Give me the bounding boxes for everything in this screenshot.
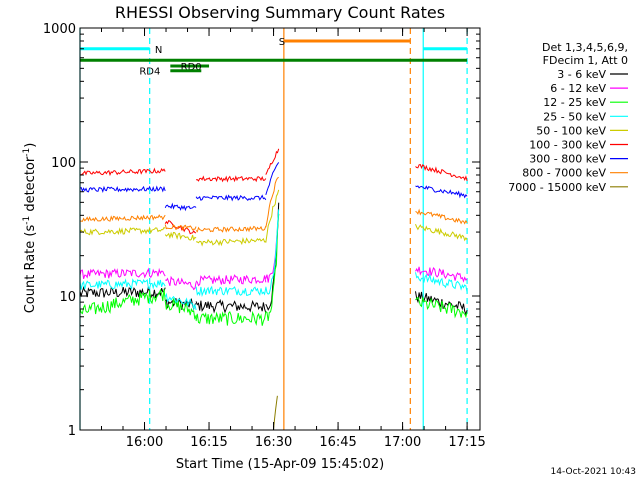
x-tick-label: 16:45 bbox=[319, 435, 356, 450]
series-line bbox=[195, 299, 267, 314]
series-line bbox=[164, 297, 197, 311]
plot-frame bbox=[79, 27, 481, 431]
series-line bbox=[415, 164, 468, 182]
series-line bbox=[164, 223, 197, 232]
series-line bbox=[265, 189, 280, 243]
legend-entry-label: 100 - 300 keV bbox=[529, 139, 606, 152]
legend-entry-label: 12 - 25 keV bbox=[543, 96, 606, 109]
y-axis-label-part: ) bbox=[23, 143, 38, 148]
series-line bbox=[164, 298, 197, 320]
series-line bbox=[415, 272, 468, 293]
series-line bbox=[415, 208, 468, 225]
series-line bbox=[164, 292, 197, 311]
series-group bbox=[79, 162, 468, 212]
legend-entry-label: 7000 - 15000 keV bbox=[508, 181, 606, 194]
series-line bbox=[265, 209, 280, 295]
series-line bbox=[195, 194, 267, 202]
x-axis-label: Start Time (15-Apr-09 15:45:02) bbox=[176, 457, 384, 472]
y-tick-label: 10 bbox=[59, 290, 76, 305]
legend-entry-label: 50 - 100 keV bbox=[536, 124, 606, 137]
x-tick-label: 16:30 bbox=[255, 435, 292, 450]
series-line bbox=[265, 148, 280, 175]
series-line bbox=[273, 395, 278, 431]
series-line bbox=[265, 162, 280, 196]
y-tick-label: 100 bbox=[51, 156, 76, 171]
y-tick-label: 1 bbox=[68, 424, 76, 439]
series-group bbox=[80, 148, 468, 235]
series-line bbox=[265, 176, 279, 228]
series-line bbox=[79, 185, 166, 194]
series-group bbox=[273, 395, 278, 431]
series-group bbox=[79, 176, 468, 233]
series-line bbox=[79, 214, 166, 222]
series-line bbox=[79, 288, 166, 315]
y-tick-label: 1000 bbox=[43, 22, 76, 37]
series-line bbox=[164, 202, 197, 212]
series-group bbox=[79, 209, 468, 311]
annotation-label: RD0 bbox=[181, 62, 202, 73]
series-line bbox=[79, 226, 166, 236]
series-line bbox=[195, 285, 267, 298]
annotation-label: RD4 bbox=[139, 67, 160, 78]
series-line bbox=[195, 310, 267, 326]
series-line bbox=[265, 213, 280, 321]
y-axis-label-superscript: -1 bbox=[22, 216, 32, 225]
y-axis-label-part: Count Rate (s bbox=[23, 225, 38, 314]
series-line bbox=[79, 278, 166, 290]
series-group bbox=[79, 189, 468, 247]
series-line bbox=[415, 266, 468, 283]
chart-title: RHESSI Observing Summary Count Rates bbox=[115, 3, 445, 22]
annotation-label: N bbox=[155, 45, 162, 56]
y-axis-label-superscript: -1 bbox=[22, 148, 32, 157]
legend-entry-label: 800 - 7000 keV bbox=[522, 167, 606, 180]
x-tick-label: 17:00 bbox=[384, 435, 421, 450]
plot-area: N S RD0 RD4 1 10 100 1000 16:00 16:15 16:30 16:45 17… bbox=[43, 22, 486, 450]
footer-timestamp: 14-Oct-2021 10:43 bbox=[551, 467, 636, 477]
legend-entry-label: 300 - 800 keV bbox=[529, 153, 606, 166]
y-axis-label-part: detector bbox=[23, 156, 38, 216]
x-tick-label: 17:15 bbox=[448, 435, 485, 450]
series-line bbox=[195, 274, 267, 287]
series-line bbox=[415, 296, 468, 319]
series-line bbox=[195, 225, 267, 233]
legend-entry-label: 3 - 6 keV bbox=[557, 68, 606, 81]
series-group bbox=[79, 202, 468, 316]
series-line bbox=[79, 267, 166, 279]
series-line bbox=[415, 185, 468, 199]
series-line bbox=[165, 275, 197, 291]
legend-header-line: Det 1,3,4,5,6,9, bbox=[542, 41, 628, 54]
y-axis-label: Count Rate (s-1 detector-1) bbox=[22, 143, 38, 314]
series-group bbox=[79, 213, 468, 326]
legend: Det 1,3,4,5,6,9, FDecim 1, Att 0 3 - 6 k… bbox=[508, 41, 628, 194]
series-line bbox=[196, 175, 267, 183]
series-line bbox=[196, 236, 266, 247]
legend-entry-label: 6 - 12 keV bbox=[550, 82, 606, 95]
legend-header-line: FDecim 1, Att 0 bbox=[543, 54, 628, 67]
series-line bbox=[79, 285, 166, 300]
series-line bbox=[80, 167, 166, 177]
series-line bbox=[164, 231, 197, 242]
x-tick-label: 16:15 bbox=[190, 435, 227, 450]
x-tick-label: 16:00 bbox=[126, 435, 163, 450]
series-line bbox=[415, 224, 468, 242]
annotation-label: S bbox=[279, 37, 285, 48]
legend-entry-label: 25 - 50 keV bbox=[543, 110, 606, 123]
